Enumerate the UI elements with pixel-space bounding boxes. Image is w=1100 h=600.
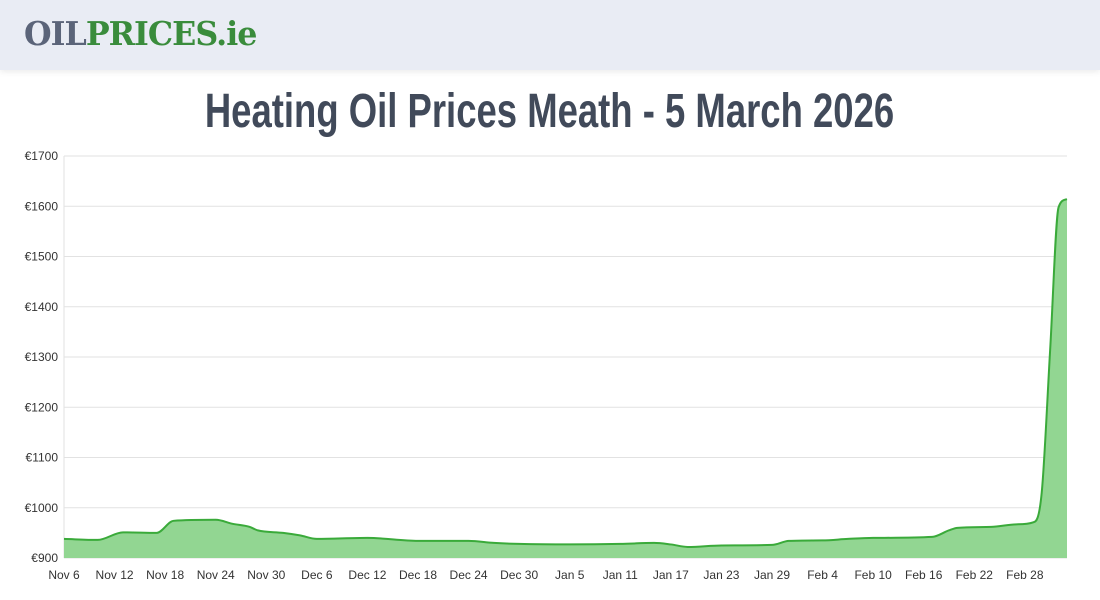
y-tick-label: €1700 bbox=[25, 149, 59, 163]
price-line bbox=[63, 198, 1068, 548]
x-tick-label: Jan 29 bbox=[754, 568, 790, 582]
y-tick-label: €1600 bbox=[25, 199, 59, 213]
site-header: OILPRICES.ie bbox=[0, 0, 1100, 70]
y-tick-label: €1000 bbox=[25, 501, 59, 515]
x-tick-label: Jan 5 bbox=[555, 568, 585, 582]
x-tick-label: Feb 16 bbox=[905, 568, 943, 582]
x-tick-label: Dec 18 bbox=[399, 568, 437, 582]
y-tick-label: €1500 bbox=[25, 250, 59, 264]
x-tick-label: Dec 24 bbox=[450, 568, 488, 582]
y-tick-label: €1100 bbox=[26, 451, 59, 465]
x-tick-label: Jan 23 bbox=[703, 568, 739, 582]
page-title: Heating Oil Prices Meath - 5 March 2026 bbox=[205, 85, 895, 138]
y-tick-label: €1200 bbox=[25, 400, 59, 414]
x-tick-label: Nov 24 bbox=[197, 568, 235, 582]
x-tick-label: Feb 10 bbox=[854, 568, 892, 582]
y-tick-label: €1400 bbox=[25, 300, 59, 314]
x-tick-label: Feb 4 bbox=[807, 568, 838, 582]
x-tick-label: Nov 18 bbox=[146, 568, 184, 582]
x-tick-label: Feb 22 bbox=[956, 568, 994, 582]
site-logo[interactable]: OILPRICES.ie bbox=[24, 14, 258, 53]
x-tick-label: Nov 30 bbox=[247, 568, 285, 582]
x-tick-label: Nov 6 bbox=[48, 568, 80, 582]
x-tick-label: Jan 17 bbox=[653, 568, 689, 582]
logo-text-oil: OIL bbox=[24, 14, 87, 53]
logo-text-prices: PRICES.ie bbox=[85, 14, 258, 53]
page-title-wrap: Heating Oil Prices Meath - 5 March 2026 bbox=[0, 84, 1100, 139]
y-tick-label: €1300 bbox=[25, 350, 59, 364]
x-tick-label: Jan 11 bbox=[603, 568, 638, 582]
x-tick-label: Dec 12 bbox=[348, 568, 386, 582]
price-area-fill bbox=[64, 199, 1067, 558]
x-tick-label: Nov 12 bbox=[96, 568, 134, 582]
x-tick-label: Dec 6 bbox=[301, 568, 333, 582]
x-tick-label: Dec 30 bbox=[500, 568, 538, 582]
x-tick-label: Feb 28 bbox=[1006, 568, 1044, 582]
y-tick-label: €900 bbox=[31, 551, 58, 565]
